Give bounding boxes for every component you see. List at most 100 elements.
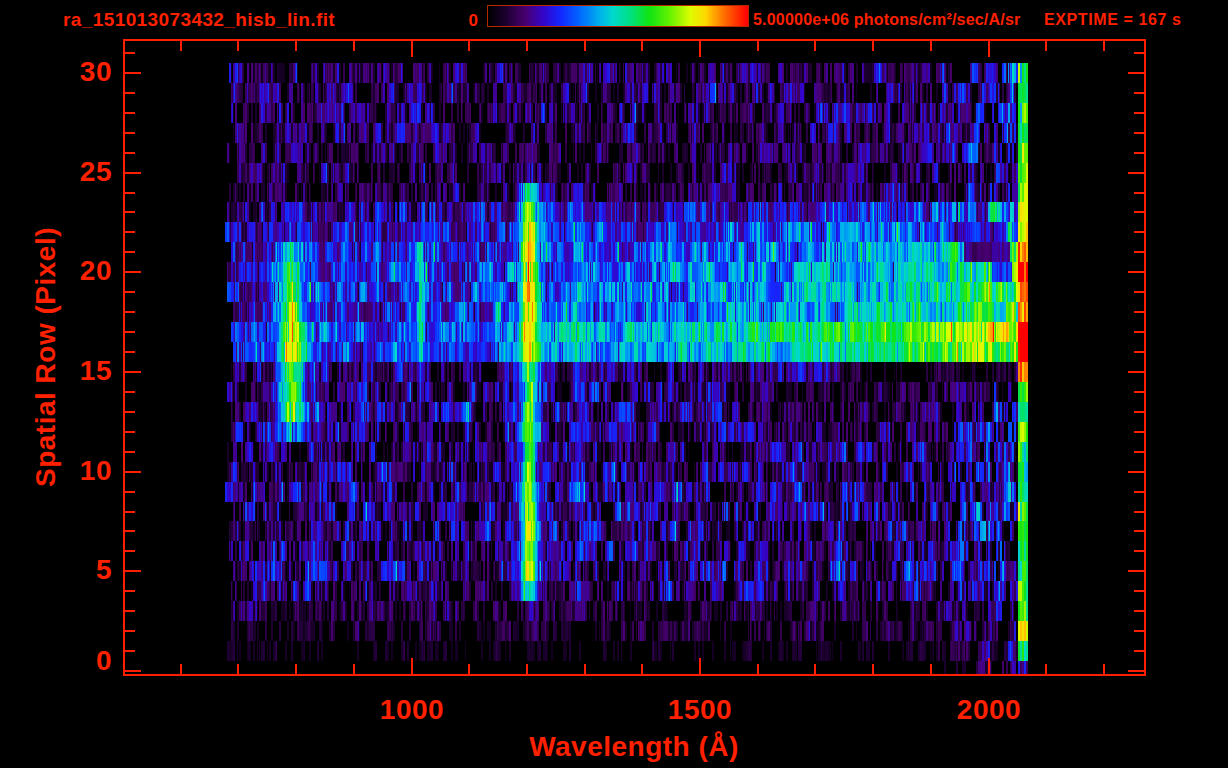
y-minor-tick-right (1134, 351, 1144, 353)
x-minor-tick-top (180, 41, 182, 51)
y-minor-tick-right (1134, 431, 1144, 433)
y-minor-tick (125, 291, 135, 293)
y-minor-tick (125, 411, 135, 413)
filename-title: ra_151013073432_hisb_lin.fit (63, 9, 335, 31)
y-minor-tick-right (1134, 550, 1144, 552)
exptime-label: EXPTIME = 167 s (1044, 11, 1182, 29)
y-major-tick (125, 271, 141, 273)
x-minor-tick (1045, 664, 1047, 674)
y-minor-tick-right (1134, 530, 1144, 532)
x-minor-tick (1103, 664, 1105, 674)
y-minor-tick-right (1134, 391, 1144, 393)
x-major-tick-top (411, 41, 413, 57)
y-minor-tick (125, 331, 135, 333)
y-minor-tick (125, 431, 135, 433)
x-minor-tick (295, 664, 297, 674)
y-minor-tick-right (1134, 192, 1144, 194)
y-minor-tick (125, 132, 135, 134)
x-minor-tick-top (1103, 41, 1105, 51)
y-minor-tick-right (1134, 251, 1144, 253)
colorbar-min-label: 0 (440, 11, 478, 31)
x-minor-tick-top (468, 41, 470, 51)
y-minor-tick (125, 530, 135, 532)
x-minor-tick (757, 664, 759, 674)
y-major-tick-right (1128, 670, 1144, 672)
x-major-tick (699, 658, 701, 674)
x-minor-tick (468, 664, 470, 674)
x-major-tick-top (699, 41, 701, 57)
x-minor-tick-top (872, 41, 874, 51)
x-minor-tick-top (1045, 41, 1047, 51)
y-minor-tick (125, 92, 135, 94)
y-minor-tick (125, 491, 135, 493)
x-minor-tick (584, 664, 586, 674)
y-minor-tick (125, 211, 135, 213)
y-minor-tick (125, 152, 135, 154)
x-minor-tick (353, 664, 355, 674)
y-minor-tick-right (1134, 132, 1144, 134)
y-minor-tick (125, 590, 135, 592)
colorbar-max-label: 5.00000e+06 photons/cm²/sec/A/sr (753, 11, 1020, 29)
y-minor-tick-right (1134, 610, 1144, 612)
y-minor-tick-right (1134, 411, 1144, 413)
x-minor-tick-top (757, 41, 759, 51)
x-major-tick (411, 658, 413, 674)
x-minor-tick (641, 664, 643, 674)
y-minor-tick-right (1134, 92, 1144, 94)
x-minor-tick (814, 664, 816, 674)
fits-spectrogram-viewer: ra_151013073432_hisb_lin.fit 0 5.00000e+… (0, 0, 1228, 768)
x-major-tick (988, 658, 990, 674)
y-tick-label: 25 (42, 156, 112, 188)
y-major-tick-right (1128, 570, 1144, 572)
y-minor-tick-right (1134, 331, 1144, 333)
y-minor-tick-right (1134, 291, 1144, 293)
y-minor-tick (125, 52, 135, 54)
x-minor-tick (872, 664, 874, 674)
y-minor-tick-right (1134, 112, 1144, 114)
y-minor-tick-right (1134, 511, 1144, 513)
y-minor-tick-right (1134, 52, 1144, 54)
plot-axes-border (123, 39, 1146, 676)
y-minor-tick (125, 511, 135, 513)
x-minor-tick (180, 664, 182, 674)
y-major-tick-right (1128, 172, 1144, 174)
y-major-tick (125, 72, 141, 74)
y-major-tick (125, 670, 141, 672)
y-minor-tick-right (1134, 451, 1144, 453)
x-tick-label: 1000 (380, 694, 444, 726)
x-major-tick-top (988, 41, 990, 57)
colorbar-gradient (487, 5, 749, 27)
x-axis-title: Wavelength (Å) (529, 731, 739, 763)
y-minor-tick-right (1134, 491, 1144, 493)
y-minor-tick-right (1134, 630, 1144, 632)
x-minor-tick-top (641, 41, 643, 51)
y-minor-tick (125, 192, 135, 194)
y-minor-tick (125, 311, 135, 313)
y-tick-label: 0 (42, 645, 112, 677)
x-minor-tick-top (526, 41, 528, 51)
y-minor-tick-right (1134, 231, 1144, 233)
y-major-tick (125, 471, 141, 473)
y-minor-tick (125, 550, 135, 552)
y-major-tick (125, 570, 141, 572)
x-minor-tick-top (237, 41, 239, 51)
y-minor-tick (125, 610, 135, 612)
x-minor-tick-top (353, 41, 355, 51)
x-minor-tick (237, 664, 239, 674)
y-minor-tick-right (1134, 590, 1144, 592)
y-tick-label: 30 (42, 56, 112, 88)
y-minor-tick-right (1134, 152, 1144, 154)
y-minor-tick (125, 351, 135, 353)
y-minor-tick (125, 251, 135, 253)
y-major-tick (125, 371, 141, 373)
y-minor-tick (125, 451, 135, 453)
y-major-tick-right (1128, 271, 1144, 273)
y-minor-tick-right (1134, 650, 1144, 652)
x-tick-label: 1500 (668, 694, 732, 726)
y-minor-tick (125, 391, 135, 393)
x-minor-tick (930, 664, 932, 674)
y-minor-tick (125, 112, 135, 114)
y-minor-tick-right (1134, 311, 1144, 313)
y-minor-tick (125, 231, 135, 233)
y-major-tick-right (1128, 471, 1144, 473)
